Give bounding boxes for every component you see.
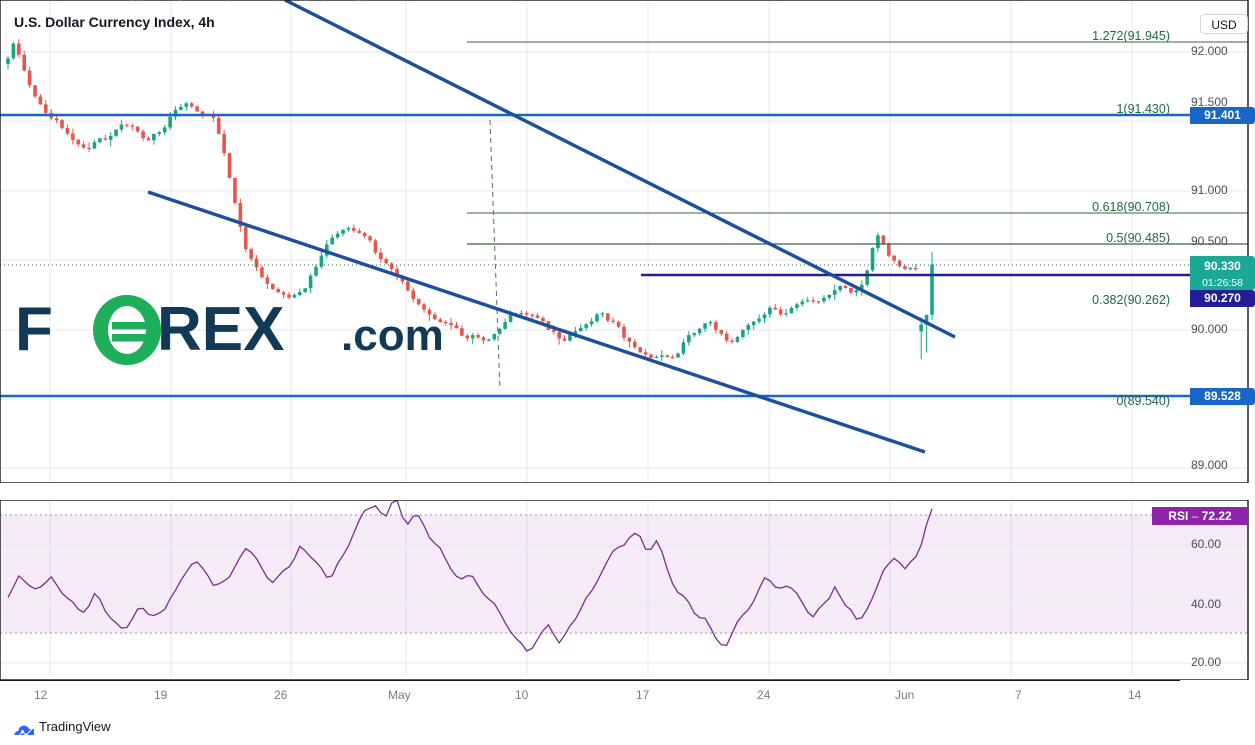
svg-text:F: F — [15, 295, 53, 364]
svg-text:REX: REX — [157, 295, 284, 364]
svg-text:.com: .com — [341, 311, 444, 360]
